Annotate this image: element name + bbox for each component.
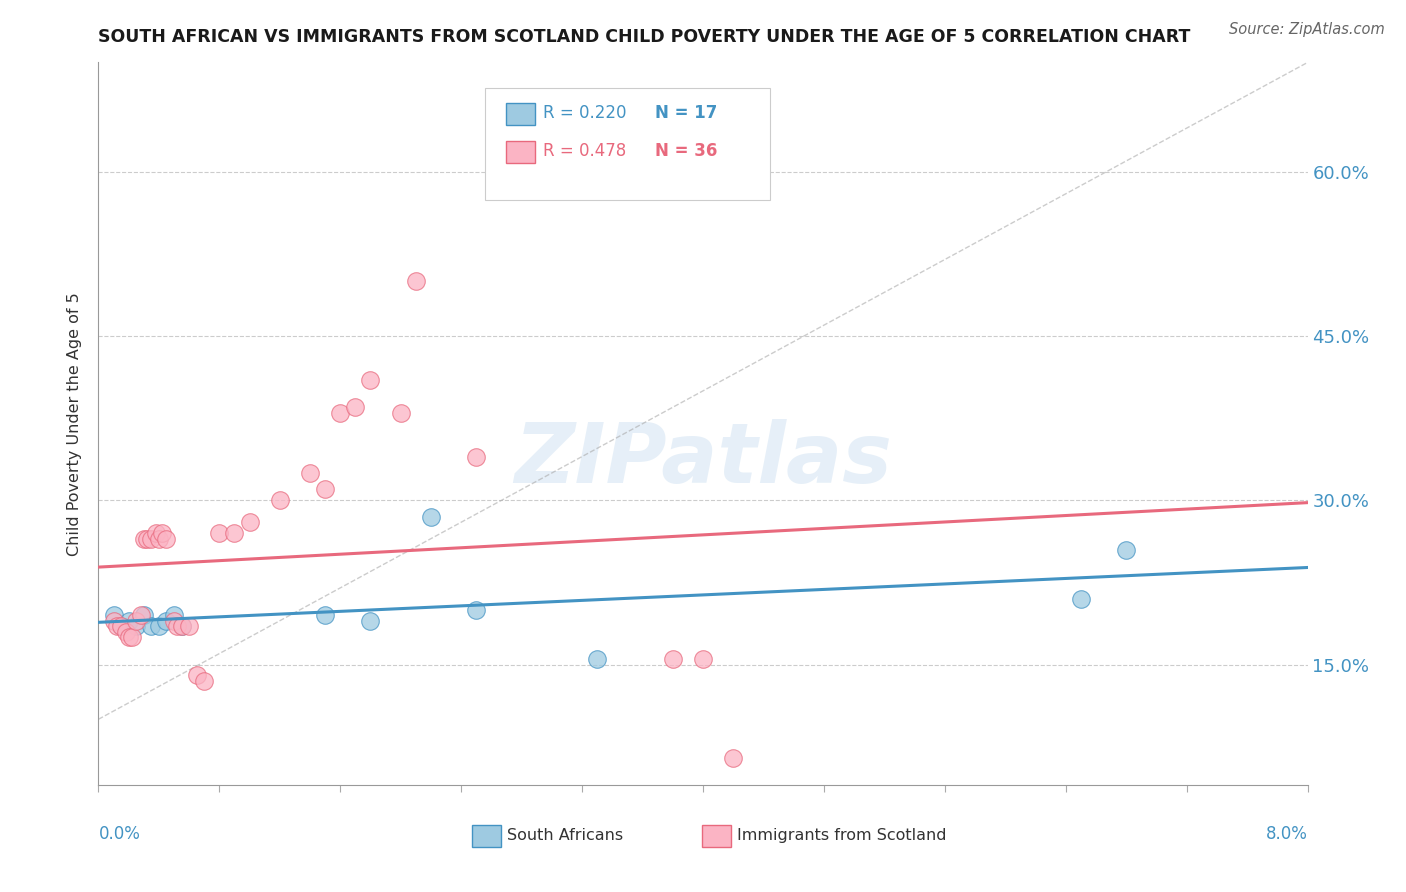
FancyBboxPatch shape (472, 825, 501, 847)
Text: 0.0%: 0.0% (98, 825, 141, 843)
Text: R = 0.220: R = 0.220 (543, 104, 627, 122)
Point (105, 619, 128, 633)
Point (661, 652, 683, 666)
Point (155, 614, 177, 628)
Point (193, 673, 215, 688)
Point (150, 526, 173, 541)
Point (114, 624, 136, 639)
Point (103, 608, 125, 623)
FancyBboxPatch shape (485, 87, 769, 200)
Point (129, 608, 152, 623)
Point (239, 515, 262, 529)
Point (135, 532, 157, 546)
Text: 8.0%: 8.0% (1265, 825, 1308, 843)
Text: N = 36: N = 36 (655, 143, 717, 161)
Point (314, 483, 336, 497)
FancyBboxPatch shape (702, 825, 731, 847)
Point (163, 608, 186, 623)
Text: SOUTH AFRICAN VS IMMIGRANTS FROM SCOTLAND CHILD POVERTY UNDER THE AGE OF 5 CORRE: SOUTH AFRICAN VS IMMIGRANTS FROM SCOTLAN… (98, 28, 1191, 45)
Point (420, 509, 443, 524)
Point (389, 406, 412, 420)
Point (155, 532, 177, 546)
Point (170, 619, 193, 633)
Point (329, 406, 352, 420)
Point (344, 401, 367, 415)
Point (170, 619, 193, 633)
Point (103, 614, 125, 628)
Point (132, 532, 155, 546)
Point (125, 619, 148, 633)
Text: N = 17: N = 17 (655, 104, 717, 122)
Point (586, 652, 609, 666)
Point (360, 373, 382, 387)
Text: ZIPatlas: ZIPatlas (515, 419, 891, 500)
Point (299, 466, 322, 480)
Point (145, 526, 167, 541)
Y-axis label: Child Poverty Under the Age of 5: Child Poverty Under the Age of 5 (67, 292, 83, 556)
Point (148, 619, 170, 633)
Point (118, 630, 141, 644)
Point (405, 274, 427, 288)
Point (360, 614, 382, 628)
Point (141, 619, 163, 633)
FancyBboxPatch shape (506, 103, 534, 125)
Point (110, 619, 132, 633)
Point (465, 603, 488, 617)
Point (1115, 542, 1137, 557)
FancyBboxPatch shape (506, 141, 534, 163)
Point (179, 619, 201, 633)
Point (118, 614, 141, 628)
Point (110, 619, 132, 633)
Point (148, 532, 170, 546)
Text: Immigrants from Scotland: Immigrants from Scotland (737, 828, 946, 843)
Text: R = 0.478: R = 0.478 (543, 143, 627, 161)
Point (125, 614, 148, 628)
Point (163, 614, 186, 628)
Text: Source: ZipAtlas.com: Source: ZipAtlas.com (1229, 22, 1385, 37)
Point (692, 652, 714, 666)
Point (208, 526, 231, 541)
Point (166, 619, 188, 633)
Point (132, 608, 155, 623)
Point (314, 608, 336, 623)
Point (224, 526, 246, 541)
Point (465, 450, 488, 464)
Point (269, 493, 291, 508)
Point (186, 668, 208, 682)
Text: South Africans: South Africans (508, 828, 623, 843)
Point (723, 750, 745, 764)
Point (121, 630, 143, 644)
Point (141, 532, 163, 546)
Point (1070, 591, 1092, 606)
